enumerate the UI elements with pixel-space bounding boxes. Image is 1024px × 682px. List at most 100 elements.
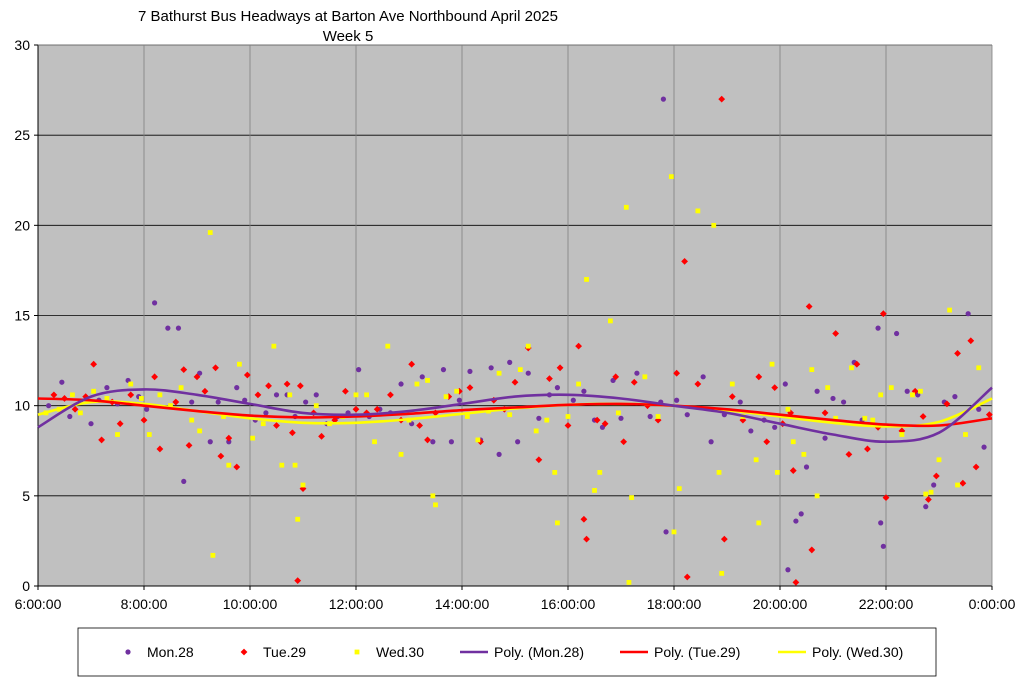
data-point [517,367,523,372]
data-point [189,417,195,423]
data-point [615,410,621,416]
data-point [212,364,219,372]
data-point [398,451,404,457]
data-point [104,396,110,401]
data-point [263,410,269,416]
data-point [488,365,494,371]
data-point [959,479,967,487]
data-point [178,385,184,391]
data-point [71,405,79,413]
data-point [832,330,840,337]
data-point [303,399,309,405]
data-point [296,382,304,390]
data-point [279,462,285,468]
data-point [737,399,743,405]
data-point [398,381,404,387]
chart-subtitle: Week 5 [323,28,374,45]
data-point [853,360,861,368]
data-point [771,384,779,392]
data-point [618,415,624,421]
data-point [634,370,640,376]
data-point [899,432,905,437]
data-point [642,374,648,380]
data-point [630,378,638,386]
data-point [952,394,958,400]
data-point [583,535,590,543]
data-point [593,416,601,424]
data-point [265,382,272,390]
data-point [894,330,900,337]
data-point [864,445,871,453]
data-point [546,375,553,383]
x-tick-label: 10:00:00 [223,596,278,612]
data-point [565,414,571,419]
data-point [790,439,796,445]
data-point [318,432,325,440]
x-tick-label: 0:00:00 [969,596,1016,612]
data-point [237,361,242,367]
data-point [352,405,360,413]
data-point [748,428,754,434]
data-point [955,482,960,488]
legend-label: Poly. (Tue.29) [654,644,740,660]
data-point [425,378,430,383]
data-point [943,400,951,408]
chart-title: 7 Bathurst Bus Headways at Barton Ave No… [138,8,558,25]
data-point [599,424,606,430]
data-point [720,535,728,543]
data-point [888,385,894,391]
data-point [814,493,820,499]
data-point [612,373,620,381]
legend-label: Poly. (Mon.28) [494,644,584,660]
legend-label: Poly. (Wed.30) [812,644,903,660]
data-point [414,381,420,387]
data-point [626,579,632,585]
data-point [681,258,688,265]
data-point [821,409,829,417]
legend-marker [125,649,131,655]
data-point [271,343,277,349]
data-point [718,95,726,103]
data-point [104,385,110,391]
data-point [430,493,436,499]
data-point [763,438,771,446]
data-point [785,567,791,573]
data-point [464,414,470,419]
data-point [803,464,810,470]
data-point [475,437,481,443]
data-point [467,368,473,375]
data-point [947,307,952,313]
data-point [185,441,193,449]
data-point [673,369,681,377]
data-point [769,361,775,367]
data-point [808,546,816,554]
data-point [919,413,927,420]
data-point [78,410,83,416]
data-point [144,406,150,412]
data-point [870,417,876,423]
data-point [313,403,319,409]
data-point [597,469,603,475]
data-point [533,428,539,434]
data-point [576,381,581,387]
data-point [138,396,144,401]
data-point [694,380,702,388]
data-point [299,485,307,493]
legend-marker [354,649,360,655]
data-point [387,391,394,399]
data-point [233,463,241,471]
data-point [353,392,359,398]
data-point [719,570,725,576]
x-tick-label: 8:00:00 [121,596,168,612]
data-point [496,370,502,376]
data-point [785,406,791,412]
data-point [981,444,987,450]
data-point [676,486,682,492]
data-point [466,384,474,392]
data-point [90,360,98,368]
data-point [273,422,280,429]
data-point [772,424,778,430]
data-point [294,577,302,584]
data-point [716,469,722,475]
data-point [580,515,588,523]
